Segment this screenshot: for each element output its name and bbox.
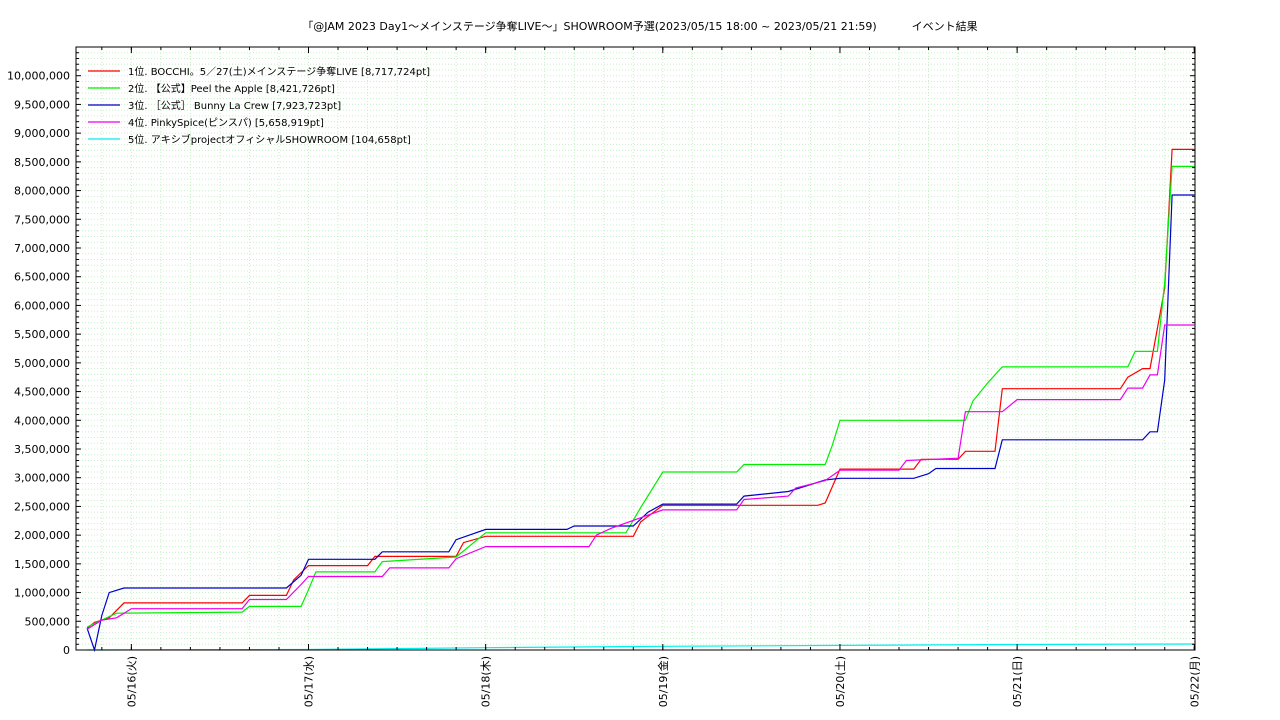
x-tick-label: 05/16(火): [125, 656, 138, 707]
y-tick-label: 8,000,000: [14, 185, 70, 198]
y-tick-label: 500,000: [25, 615, 71, 628]
ticks-layer: 0 500,000 1,000,000 1,500,000 2,000,000 2,500…: [7, 47, 1201, 707]
y-tick-label: 2,500,000: [14, 500, 70, 513]
y-tick-label: 0: [63, 644, 70, 657]
legend-label-4: 4位. PinkySpice(ピンスパ) [5,658,919pt]: [128, 116, 324, 129]
y-tick-label: 2,000,000: [14, 529, 70, 542]
y-tick-label: 4,500,000: [14, 386, 70, 399]
y-tick-label: 8,500,000: [14, 156, 70, 169]
y-tick-label: 9,500,000: [14, 98, 70, 111]
series-line-3: [86, 194, 1195, 653]
chart-title: 「@JAM 2023 Day1〜メインステージ争奪LIVE〜」SHOWROOM予…: [302, 20, 978, 33]
y-tick-label: 1,500,000: [14, 558, 70, 571]
grid-layer: [76, 46, 1195, 651]
x-tick-label: 05/19(金): [656, 656, 670, 707]
y-tick-label: 5,000,000: [14, 357, 70, 370]
series-line-2: [86, 165, 1195, 628]
x-tick-label: 05/20(土): [834, 656, 847, 707]
x-tick-label: 05/22(月): [1188, 656, 1201, 707]
legend-label-1: 1位. BOCCHI。5／27(土)メインステージ争奪LIVE [8,717,7…: [128, 65, 430, 78]
x-tick-label: 05/17(水): [303, 656, 316, 707]
legend-label-5: 5位. アキシブprojectオフィシャルSHOWROOM [104,658pt…: [128, 133, 411, 146]
y-tick-label: 9,000,000: [14, 127, 70, 140]
series-line-5: [87, 643, 1195, 651]
y-tick-label: 3,000,000: [14, 472, 70, 485]
y-tick-label: 7,000,000: [14, 242, 70, 255]
x-tick-label: 05/18(木): [480, 656, 493, 707]
y-tick-label: 1,000,000: [14, 587, 70, 600]
series-line-4: [86, 324, 1195, 630]
y-tick-label: 5,500,000: [14, 328, 70, 341]
series-line-1: [86, 148, 1195, 629]
y-tick-label: 6,000,000: [14, 299, 70, 312]
legend-label-2: 2位. 【公式】Peel the Apple [8,421,726pt]: [128, 82, 335, 95]
y-tick-label: 10,000,000: [7, 70, 70, 83]
y-tick-label: 7,500,000: [14, 213, 70, 226]
y-tick-label: 4,000,000: [14, 414, 70, 427]
x-tick-label: 05/21(日): [1011, 656, 1024, 707]
legend-label-3: 3位. ［公式］ Bunny La Crew [7,923,723pt]: [128, 99, 341, 112]
y-tick-label: 6,500,000: [14, 271, 70, 284]
y-tick-label: 3,500,000: [14, 443, 70, 456]
plot-frame: [75, 46, 1196, 651]
legend: 1位. BOCCHI。5／27(土)メインステージ争奪LIVE [8,717,7…: [88, 65, 430, 146]
